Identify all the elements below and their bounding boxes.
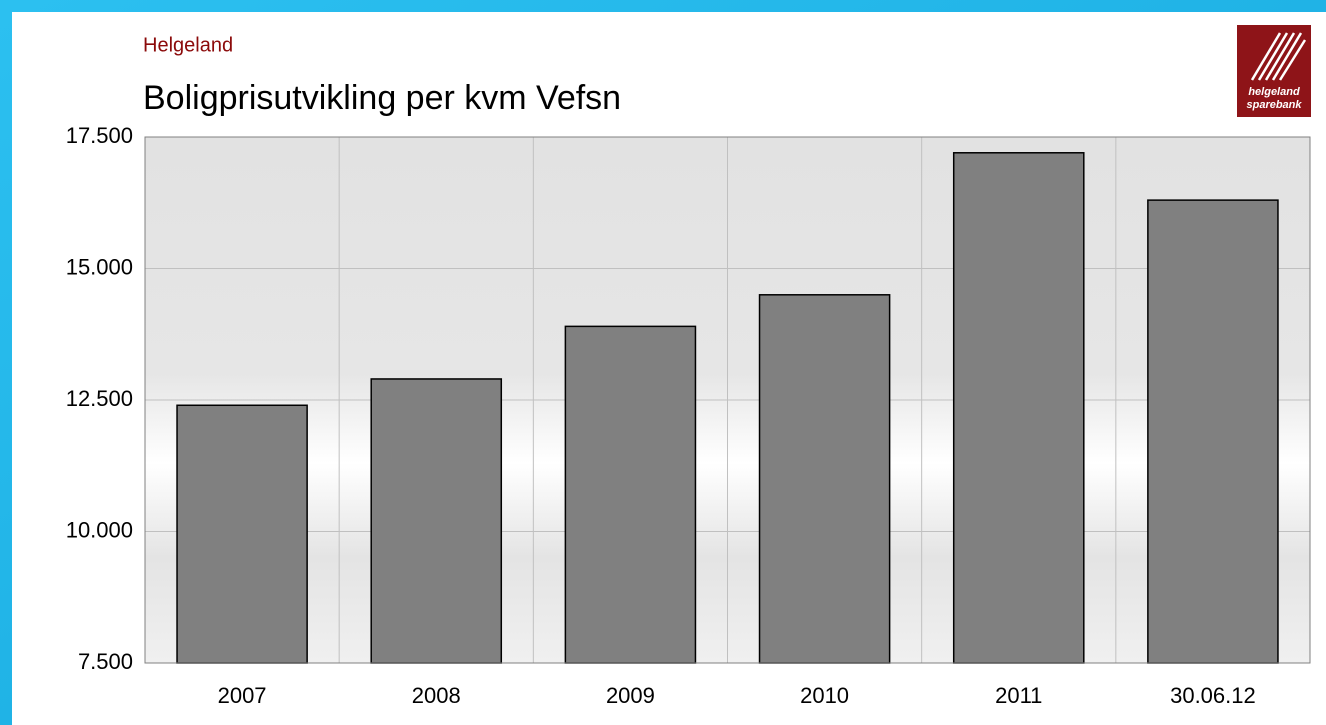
bar xyxy=(758,294,891,664)
bar xyxy=(1147,199,1279,664)
y-tick-label: 10.000 xyxy=(66,517,133,542)
bar xyxy=(952,152,1085,664)
y-tick-label: 15.000 xyxy=(66,254,133,279)
x-tick-label: 2007 xyxy=(218,683,267,708)
y-tick-label: 17.500 xyxy=(66,123,133,148)
plot-border xyxy=(144,136,1311,664)
chart-title: Boligprisutvikling per kvm Vefsn xyxy=(143,79,621,117)
x-tick-label: 2010 xyxy=(800,683,849,708)
bar xyxy=(370,378,503,664)
logo: helgeland sparebank xyxy=(1237,25,1311,117)
bar xyxy=(564,325,697,664)
x-tick-label: 2009 xyxy=(606,683,655,708)
x-tick-label: 2008 xyxy=(412,683,461,708)
y-tick-label: 7.500 xyxy=(78,649,133,674)
chart-subtitle: Helgeland xyxy=(143,34,233,56)
logo-box xyxy=(1237,25,1311,117)
logo-text: sparebank xyxy=(1246,99,1302,111)
bar xyxy=(176,404,308,664)
x-tick-label: 30.06.12 xyxy=(1170,683,1256,708)
y-tick-label: 12.500 xyxy=(66,386,133,411)
x-tick-label: 2011 xyxy=(995,683,1042,708)
logo-text: helgeland xyxy=(1248,86,1300,98)
